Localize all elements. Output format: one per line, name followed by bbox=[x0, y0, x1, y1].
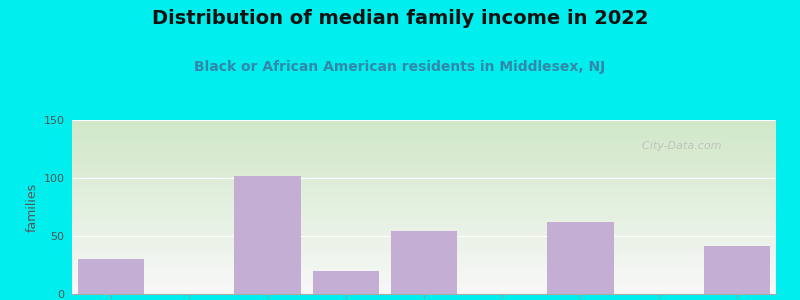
Bar bbox=[704, 246, 770, 294]
Bar bbox=[234, 176, 301, 294]
Bar bbox=[313, 271, 379, 294]
Y-axis label: families: families bbox=[26, 182, 39, 232]
Text: Distribution of median family income in 2022: Distribution of median family income in … bbox=[152, 9, 648, 28]
Text: City-Data.com: City-Data.com bbox=[635, 141, 722, 151]
Bar bbox=[547, 222, 614, 294]
Text: Black or African American residents in Middlesex, NJ: Black or African American residents in M… bbox=[194, 60, 606, 74]
Bar bbox=[78, 259, 144, 294]
Bar bbox=[390, 231, 458, 294]
